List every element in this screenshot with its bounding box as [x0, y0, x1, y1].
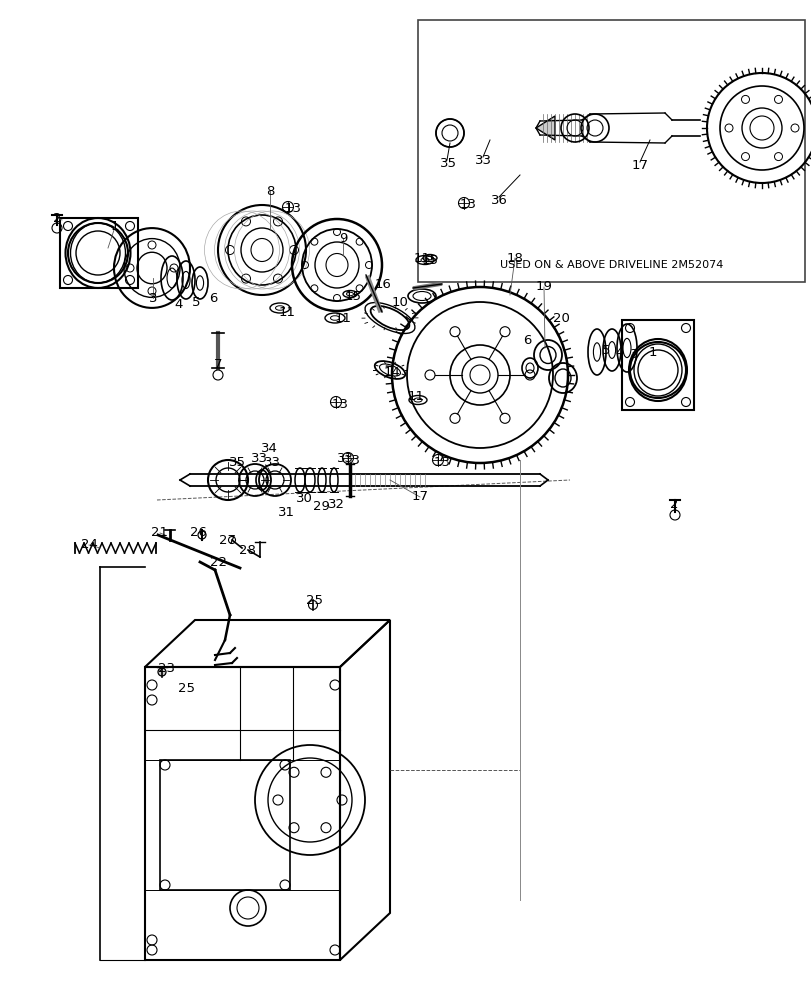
Text: 9: 9: [338, 232, 347, 244]
Polygon shape: [535, 116, 554, 140]
Text: 30: 30: [295, 492, 312, 506]
Text: 1: 1: [648, 347, 656, 360]
Text: 26: 26: [189, 526, 206, 540]
Text: 22: 22: [210, 556, 227, 568]
Text: 18: 18: [506, 251, 523, 264]
Text: 10: 10: [391, 296, 408, 310]
Text: 5: 5: [601, 344, 610, 357]
Text: 33: 33: [250, 452, 267, 464]
Text: 15: 15: [344, 290, 361, 302]
Text: 15: 15: [421, 253, 438, 266]
Text: 21: 21: [152, 526, 169, 540]
Circle shape: [158, 668, 165, 676]
Bar: [60, 218, 138, 288]
Text: 6: 6: [522, 334, 530, 347]
Text: 35: 35: [439, 157, 456, 170]
Text: 8: 8: [265, 185, 274, 198]
Text: 33: 33: [336, 452, 353, 464]
Text: 3: 3: [629, 349, 637, 361]
Text: 16: 16: [374, 278, 391, 292]
Text: 5: 5: [191, 296, 200, 310]
Text: 34: 34: [260, 442, 277, 454]
Text: 24: 24: [80, 538, 97, 552]
Text: 27: 27: [219, 534, 236, 546]
Bar: [418, 20, 804, 282]
Text: 25: 25: [178, 682, 195, 694]
Text: 11: 11: [334, 312, 351, 324]
Text: 17: 17: [631, 159, 648, 172]
Bar: [160, 760, 290, 890]
Text: 4: 4: [174, 298, 183, 312]
Text: 19: 19: [535, 280, 551, 294]
Text: 25: 25: [306, 593, 323, 606]
Text: 11: 11: [407, 390, 424, 403]
Text: 11: 11: [278, 306, 295, 320]
Text: 31: 31: [277, 506, 294, 518]
Text: 2: 2: [669, 497, 677, 510]
Text: 3: 3: [148, 292, 157, 304]
Text: 28: 28: [238, 544, 255, 558]
Text: 33: 33: [474, 154, 491, 167]
Text: 13: 13: [284, 202, 301, 216]
Text: 11: 11: [413, 251, 430, 264]
Text: 13: 13: [459, 198, 476, 212]
Text: 4: 4: [615, 346, 624, 359]
Text: 23: 23: [158, 662, 175, 674]
Text: 13: 13: [331, 397, 348, 410]
Text: 1: 1: [110, 221, 119, 233]
Text: 17: 17: [411, 490, 428, 504]
Text: 32: 32: [327, 497, 344, 510]
Text: 35: 35: [228, 456, 245, 468]
Text: USED ON & ABOVE DRIVELINE 2M52074: USED ON & ABOVE DRIVELINE 2M52074: [500, 260, 723, 270]
Text: 14: 14: [383, 365, 400, 378]
Text: 36: 36: [490, 194, 507, 207]
Text: 6: 6: [208, 292, 217, 304]
Text: 33: 33: [264, 456, 280, 470]
Text: 13: 13: [433, 456, 450, 468]
Bar: [621, 320, 693, 410]
Text: 2: 2: [53, 212, 61, 225]
Text: 7: 7: [213, 358, 222, 370]
Text: 29: 29: [312, 499, 329, 512]
Text: 20: 20: [551, 312, 569, 324]
Text: 13: 13: [343, 454, 360, 466]
